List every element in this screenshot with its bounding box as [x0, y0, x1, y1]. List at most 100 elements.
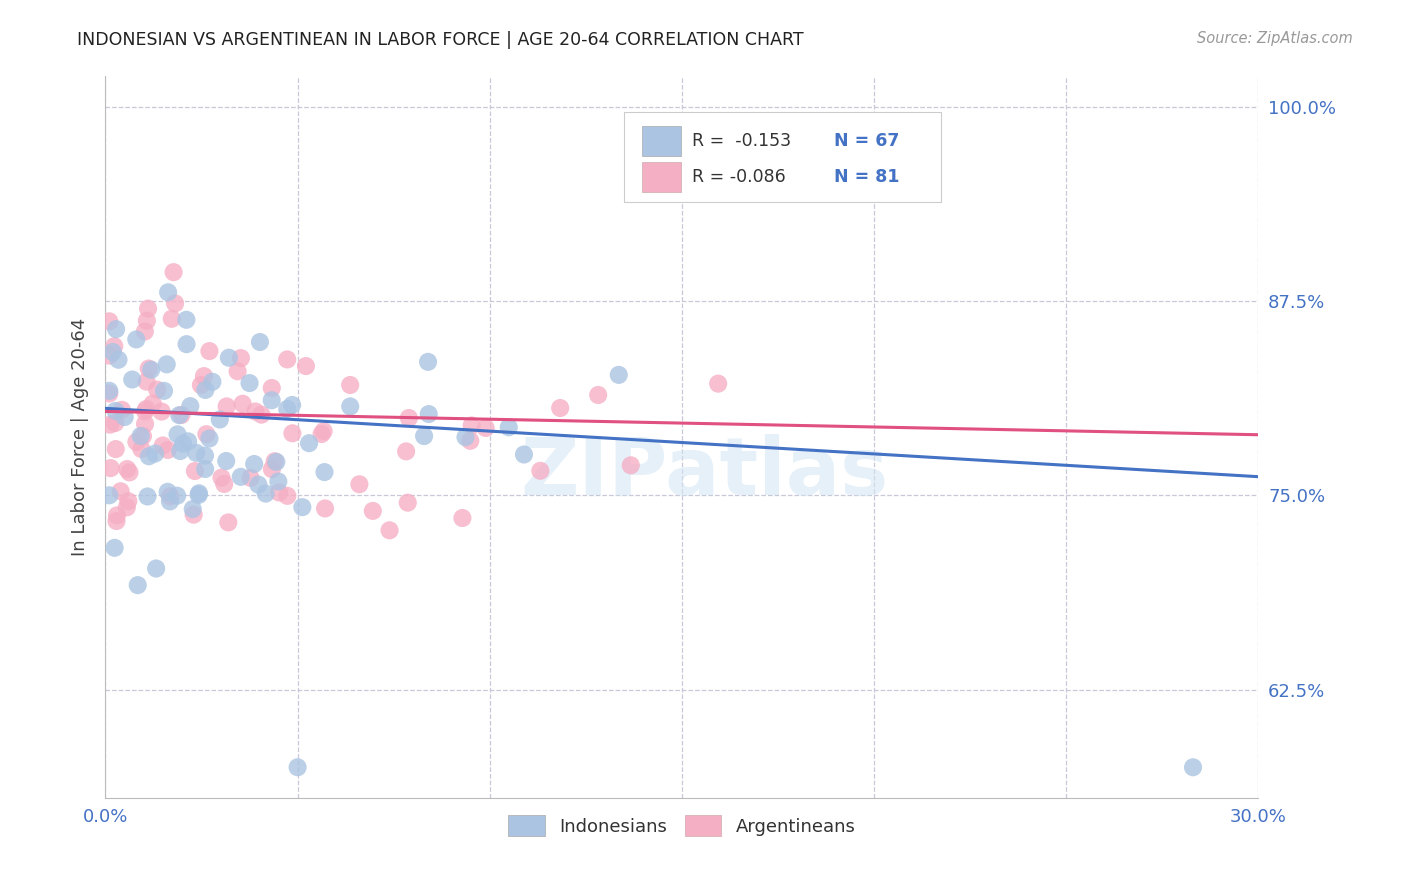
Point	[474, 421, 496, 435]
Point	[110, 484, 132, 499]
Point	[135, 375, 157, 389]
Point	[396, 496, 419, 510]
Text: ZIPatlas: ZIPatlas	[520, 434, 889, 512]
Point	[125, 333, 148, 347]
Point	[166, 427, 188, 442]
Point	[232, 397, 254, 411]
Text: INDONESIAN VS ARGENTINEAN IN LABOR FORCE | AGE 20-64 CORRELATION CHART: INDONESIAN VS ARGENTINEAN IN LABOR FORCE…	[77, 31, 804, 49]
Point	[142, 396, 165, 410]
Text: R = -0.086: R = -0.086	[692, 168, 786, 186]
Point	[176, 312, 198, 326]
Point	[115, 462, 138, 476]
Point	[607, 368, 630, 382]
Point	[349, 477, 371, 491]
Point	[98, 384, 121, 398]
Point	[129, 429, 152, 443]
Point	[141, 363, 163, 377]
Point	[361, 504, 384, 518]
Point	[276, 489, 298, 503]
Point	[134, 325, 156, 339]
Point	[513, 448, 536, 462]
Point	[211, 470, 233, 484]
Point	[125, 434, 148, 449]
Point	[184, 464, 207, 478]
Point	[198, 432, 221, 446]
Point	[98, 314, 121, 328]
Point	[145, 561, 167, 575]
Point	[458, 434, 481, 448]
Point	[548, 401, 571, 415]
Point	[101, 345, 124, 359]
Text: N = 81: N = 81	[834, 168, 900, 186]
Point	[183, 508, 205, 522]
Point	[276, 402, 298, 417]
Point	[176, 337, 198, 351]
Point	[498, 420, 520, 434]
Point	[226, 364, 249, 378]
Point	[212, 477, 235, 491]
Point	[186, 446, 208, 460]
Point	[229, 351, 252, 365]
Text: N = 67: N = 67	[834, 132, 900, 150]
Point	[138, 361, 160, 376]
Point	[239, 471, 262, 485]
FancyBboxPatch shape	[641, 161, 681, 192]
Point	[398, 411, 420, 425]
Point	[169, 408, 191, 422]
Point	[111, 402, 134, 417]
Point	[104, 442, 127, 456]
Point	[311, 427, 333, 442]
Point	[187, 488, 209, 502]
Point	[229, 470, 252, 484]
Point	[298, 436, 321, 450]
Point	[194, 449, 217, 463]
Point	[98, 417, 121, 432]
Point	[160, 311, 183, 326]
Point	[218, 351, 240, 365]
Point	[105, 322, 128, 336]
Point	[460, 418, 482, 433]
Text: R =  -0.153: R = -0.153	[692, 132, 792, 150]
Point	[238, 376, 260, 390]
Point	[104, 416, 127, 430]
Point	[132, 429, 155, 443]
Point	[135, 314, 157, 328]
Point	[260, 381, 283, 395]
Point	[118, 466, 141, 480]
Point	[395, 444, 418, 458]
Point	[157, 285, 180, 300]
Point	[105, 514, 128, 528]
Point	[159, 494, 181, 508]
Point	[179, 399, 201, 413]
Point	[413, 429, 436, 443]
Point	[134, 404, 156, 418]
Point	[194, 462, 217, 476]
Point	[115, 500, 138, 515]
Point	[707, 376, 730, 391]
Point	[1182, 760, 1205, 774]
FancyBboxPatch shape	[641, 126, 681, 156]
Point	[156, 357, 179, 371]
Point	[105, 508, 128, 523]
Point	[418, 407, 440, 421]
Point	[312, 424, 335, 438]
Point	[633, 806, 655, 821]
Point	[193, 369, 215, 384]
Point	[339, 400, 361, 414]
Point	[177, 434, 200, 449]
Point	[188, 486, 211, 500]
Point	[156, 442, 179, 457]
Point	[198, 344, 221, 359]
Point	[103, 339, 125, 353]
Point	[159, 489, 181, 503]
Point	[451, 511, 474, 525]
Point	[98, 349, 121, 363]
Point	[136, 490, 159, 504]
Point	[217, 516, 239, 530]
Point	[114, 409, 136, 424]
Point	[416, 355, 439, 369]
Point	[201, 375, 224, 389]
Point	[169, 444, 191, 458]
Y-axis label: In Labor Force | Age 20-64: In Labor Force | Age 20-64	[70, 318, 89, 557]
Point	[150, 404, 173, 418]
